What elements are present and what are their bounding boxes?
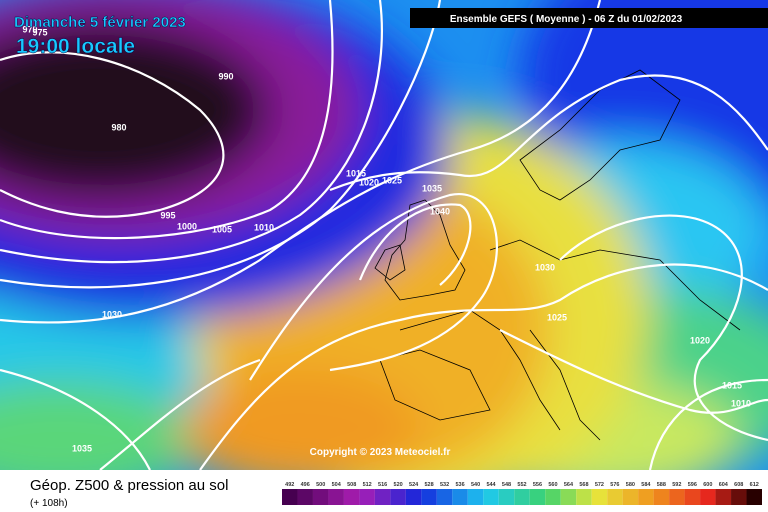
isobar-label: 1025 [382, 175, 402, 185]
scale-label: 512 [363, 482, 372, 488]
scale-swatch [746, 489, 762, 505]
scale-label: 572 [595, 482, 604, 488]
isobar-label: 995 [160, 210, 175, 220]
scale-label: 496 [301, 482, 310, 488]
scale-label: 560 [548, 482, 557, 488]
scale-swatch [436, 489, 453, 505]
scale-label: 536 [455, 482, 464, 488]
isobar-label: 1005 [212, 224, 232, 234]
isobar-label: 1015 [722, 380, 742, 390]
scale-label: 584 [641, 482, 651, 488]
scale-label: 604 [719, 482, 729, 488]
forecast-date: Dimanche 5 février 2023 [14, 14, 186, 31]
scale-label: 528 [425, 482, 434, 488]
isobar-label: 1030 [535, 262, 555, 272]
isobar-label: 1020 [690, 335, 710, 345]
scale-swatch [700, 489, 716, 505]
isobar-label: 990 [218, 71, 233, 81]
scale-label: 600 [703, 482, 712, 488]
scale-swatch [560, 489, 577, 505]
scale-swatch [576, 489, 592, 505]
scale-label: 612 [750, 482, 759, 488]
scale-label: 544 [486, 482, 496, 488]
scale-label: 500 [316, 482, 325, 488]
isobar-label: 1025 [547, 312, 567, 322]
scale-swatch [452, 489, 468, 505]
footer-title: Géop. Z500 & pression au sol [30, 477, 228, 494]
scale-swatch [731, 489, 747, 505]
scale-label: 556 [533, 482, 542, 488]
scale-swatch [498, 489, 515, 505]
isobar-label: 1015 [346, 168, 366, 178]
isobar-label: 980 [111, 122, 126, 132]
scale-swatch [715, 489, 732, 505]
isobar-label: 1000 [177, 221, 197, 231]
scale-label: 520 [394, 482, 403, 488]
scale-swatch [653, 489, 670, 505]
scale-swatch [343, 489, 360, 505]
scale-label: 504 [332, 482, 342, 488]
scale-swatch [638, 489, 654, 505]
scale-label: 524 [409, 482, 419, 488]
scale-swatch [529, 489, 546, 505]
scale-swatch [607, 489, 623, 505]
scale-swatch [359, 489, 375, 505]
isobar-label: 1010 [254, 222, 274, 232]
isobar-label: 1035 [422, 183, 442, 193]
isobar-label: 1040 [430, 206, 450, 216]
scale-swatch [669, 489, 685, 505]
header-box [410, 8, 768, 28]
scale-label: 580 [626, 482, 635, 488]
isobar-label: 1030 [102, 309, 122, 319]
scale-label: 568 [579, 482, 588, 488]
scale-swatch [684, 489, 701, 505]
scale-swatch [483, 489, 499, 505]
scale-swatch [282, 489, 298, 505]
scale-swatch [622, 489, 639, 505]
scale-label: 548 [502, 482, 511, 488]
isobar-label: 1020 [359, 177, 379, 187]
footer-lead: (+ 108h) [30, 498, 68, 509]
scale-swatch [390, 489, 406, 505]
scale-label: 552 [517, 482, 526, 488]
scale-label: 508 [347, 482, 356, 488]
scale-swatch [545, 489, 561, 505]
copyright: Copyright © 2023 Meteociel.fr [310, 447, 451, 458]
coastlines [374, 69, 741, 441]
isobar-label: 970 [22, 24, 37, 34]
scale-swatch [467, 489, 484, 505]
scale-swatch [328, 489, 344, 505]
isobars [0, 0, 768, 470]
scale-swatch [591, 489, 608, 505]
scale-label: 492 [285, 482, 294, 488]
scale-label: 564 [564, 482, 574, 488]
isobar-label: 1035 [72, 443, 92, 453]
scale-label: 596 [688, 482, 697, 488]
isobar-label: 1010 [731, 398, 751, 408]
scale-swatch [514, 489, 530, 505]
scale-label: 576 [610, 482, 619, 488]
model-run: Ensemble GEFS ( Moyenne ) - 06 Z du 01/0… [450, 14, 683, 25]
scale-swatch [312, 489, 329, 505]
scale-label: 588 [657, 482, 666, 488]
scale-label: 540 [471, 482, 480, 488]
isobar-label: 975 [32, 27, 47, 37]
scale-swatch [421, 489, 437, 505]
scale-swatch [405, 489, 422, 505]
scale-label: 592 [672, 482, 681, 488]
scale-swatch [374, 489, 391, 505]
color-scale: 492 496 500 504 508 512 516 520 524 528 532 536 540 5… [282, 482, 762, 505]
scale-label: 516 [378, 482, 387, 488]
scale-label: 608 [734, 482, 743, 488]
scale-swatch [297, 489, 313, 505]
forecast-time: 19:00 locale [16, 35, 135, 58]
scale-label: 532 [440, 482, 449, 488]
